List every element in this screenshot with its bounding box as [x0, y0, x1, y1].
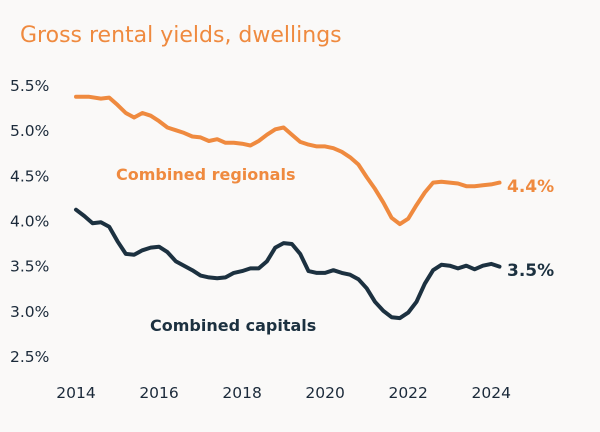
y-tick-label: 3.5%: [10, 258, 49, 276]
plot-area: [74, 94, 502, 321]
x-tick-label: 2024: [472, 384, 511, 402]
y-tick-label: 4.0%: [10, 213, 49, 231]
y-tick-label: 5.0%: [10, 122, 49, 140]
end-label-capitals: 3.5%: [507, 261, 554, 281]
y-tick-label: 5.5%: [10, 77, 49, 95]
y-tick-label: 3.0%: [10, 303, 49, 321]
y-tick-label: 2.5%: [10, 348, 49, 366]
end-label-regionals: 4.4%: [507, 177, 554, 197]
annotation-combined-capitals: Combined capitals: [150, 316, 316, 335]
x-tick-label: 2016: [139, 384, 178, 402]
x-axis: 2014 2016 2018 2020 2022 2024: [56, 384, 511, 402]
x-tick-label: 2018: [222, 384, 261, 402]
y-tick-label: 4.5%: [10, 167, 49, 185]
x-tick-label: 2014: [56, 384, 95, 402]
x-tick-label: 2020: [305, 384, 344, 402]
series-line-combined-regionals: [74, 94, 502, 227]
series-line-combined-capitals: [74, 207, 502, 321]
chart-title: Gross rental yields, dwellings: [20, 23, 342, 48]
x-tick-label: 2022: [388, 384, 427, 402]
y-axis: 5.5% 5.0% 4.5% 4.0% 3.5% 3.0% 2.5%: [10, 77, 49, 366]
annotation-combined-regionals: Combined regionals: [116, 165, 295, 184]
